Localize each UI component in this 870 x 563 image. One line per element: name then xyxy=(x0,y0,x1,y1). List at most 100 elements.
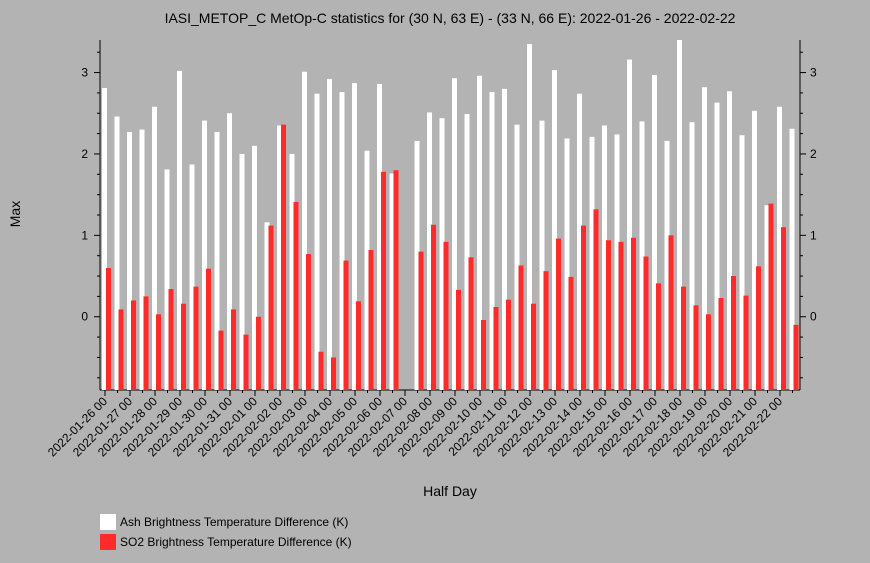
so2-bar xyxy=(343,260,349,390)
so2-bar xyxy=(418,251,424,390)
so2-bar xyxy=(393,170,399,390)
ash-bar xyxy=(764,205,770,390)
ash-bar xyxy=(277,125,282,390)
so2-bar xyxy=(706,314,711,390)
so2-bar xyxy=(268,225,274,390)
so2-bar xyxy=(731,276,736,390)
legend: Ash Brightness Temperature Difference (K… xyxy=(100,512,352,552)
so2-bar xyxy=(581,225,586,390)
so2-bar xyxy=(206,268,211,390)
ash-bar xyxy=(127,131,132,390)
ash-bar xyxy=(377,83,382,390)
ash-bar xyxy=(414,140,420,390)
so2-bar xyxy=(431,224,436,390)
so2-bar xyxy=(631,237,636,390)
ash-bar xyxy=(114,116,120,390)
ash-bar xyxy=(189,164,195,390)
so2-bar xyxy=(618,241,624,390)
legend-swatch-so2 xyxy=(100,534,116,550)
ash-bar xyxy=(564,138,570,390)
ash-bar xyxy=(164,169,170,390)
ash-bar xyxy=(589,136,595,390)
so2-bar xyxy=(168,289,174,390)
ash-bar xyxy=(227,113,232,391)
ash-bar xyxy=(214,131,220,390)
ash-bar xyxy=(327,79,332,391)
y-tick-label-right: 3 xyxy=(810,66,817,80)
so2-bar xyxy=(743,295,749,390)
so2-bar xyxy=(468,257,474,390)
so2-bar xyxy=(606,240,611,390)
so2-bar xyxy=(318,351,324,390)
legend-label-so2: SO2 Brightness Temperature Difference (K… xyxy=(120,535,352,549)
so2-bar xyxy=(143,296,149,390)
so2-bar xyxy=(531,303,536,390)
ash-bar xyxy=(314,93,320,390)
ash-bar xyxy=(602,125,607,390)
ash-bar xyxy=(627,59,632,391)
ash-bar xyxy=(289,153,295,390)
chart-title: IASI_METOP_C MetOp-C statistics for (30 … xyxy=(165,10,736,26)
y-tick-label-right: 0 xyxy=(810,310,817,324)
so2-bar xyxy=(231,309,236,390)
ash-bar xyxy=(139,129,145,390)
ash-bar xyxy=(464,114,470,391)
ash-bar xyxy=(339,92,345,391)
so2-bar xyxy=(556,238,561,390)
so2-bar xyxy=(256,316,261,390)
so2-bar xyxy=(118,309,124,390)
y-tick-label-right: 1 xyxy=(810,228,817,242)
so2-bar xyxy=(381,171,386,390)
so2-bar xyxy=(368,250,374,390)
so2-bar xyxy=(243,334,249,390)
so2-bar xyxy=(518,265,524,390)
ash-bar xyxy=(177,70,182,390)
so2-bar xyxy=(781,227,786,390)
y-tick-label-left: 1 xyxy=(81,228,88,242)
y-tick-label-right: 2 xyxy=(810,147,817,161)
so2-bar xyxy=(793,324,799,390)
so2-bar xyxy=(306,254,311,390)
ash-bar xyxy=(652,75,657,390)
so2-bar xyxy=(156,314,161,390)
ash-bar xyxy=(714,102,720,391)
so2-bar xyxy=(506,299,511,390)
ash-bar xyxy=(102,88,107,390)
legend-item-ash: Ash Brightness Temperature Difference (K… xyxy=(100,512,352,532)
so2-bar xyxy=(593,209,599,390)
so2-bar xyxy=(218,330,224,390)
so2-bar xyxy=(756,266,761,390)
ash-bar xyxy=(264,222,270,390)
ash-bar xyxy=(489,92,495,391)
ash-bar xyxy=(364,150,370,390)
ash-bar xyxy=(639,121,645,390)
so2-bar xyxy=(768,203,774,390)
y-tick-label-left: 0 xyxy=(81,310,88,324)
ash-bar xyxy=(752,110,757,390)
ash-bar xyxy=(302,71,307,390)
ash-bar xyxy=(702,87,707,391)
ash-bar xyxy=(577,93,582,390)
so2-bar xyxy=(293,201,299,390)
legend-item-so2: SO2 Brightness Temperature Difference (K… xyxy=(100,532,352,552)
y-axis-label: Max xyxy=(7,201,23,227)
so2-bar xyxy=(193,286,199,390)
so2-bar xyxy=(681,286,686,390)
ash-bar xyxy=(527,44,532,391)
so2-bar xyxy=(181,303,186,390)
ash-bar xyxy=(739,135,745,390)
ash-bar xyxy=(202,120,207,391)
y-tick-label-left: 3 xyxy=(81,66,88,80)
so2-bar xyxy=(693,305,699,390)
x-axis-label: Half Day xyxy=(423,483,477,499)
so2-bar xyxy=(656,283,661,390)
ash-bar xyxy=(664,140,670,390)
y-tick-label-left: 2 xyxy=(81,147,88,161)
so2-bar xyxy=(443,241,449,390)
ash-bar xyxy=(789,128,795,390)
so2-bar xyxy=(481,320,486,390)
ash-bar xyxy=(727,91,732,391)
so2-bar xyxy=(668,235,674,390)
